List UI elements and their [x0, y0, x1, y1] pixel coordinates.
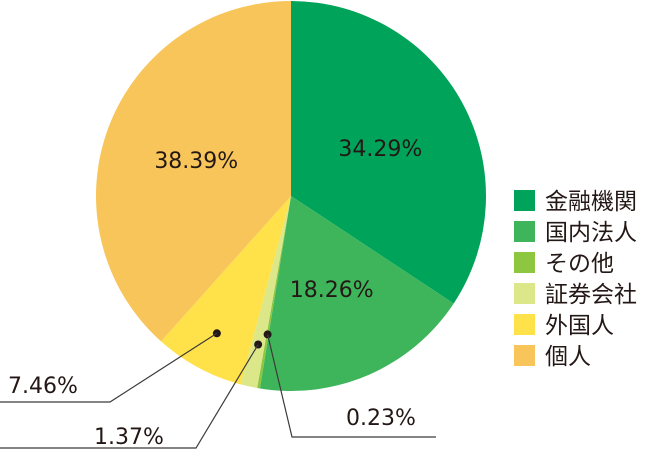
legend-swatch-3: [514, 283, 535, 304]
legend-swatch-1: [514, 221, 535, 242]
legend-label-0: 金融機関: [545, 189, 637, 215]
legend-label-4: 外国人: [545, 313, 614, 339]
leader-line-3: [0, 344, 259, 449]
leader-lines: [0, 329, 436, 449]
slice-label-1: 18.26%: [290, 278, 374, 303]
legend-label-3: 証券会社: [545, 282, 637, 308]
pie-slice-5: [95, 1, 291, 342]
legend-label-2: その他: [545, 251, 614, 277]
pie-slice-2: [257, 196, 291, 389]
legend-label-5: 個人: [545, 344, 591, 370]
slice-label-3: 1.37%: [94, 425, 164, 450]
pie-slice-3: [240, 196, 291, 389]
legend-swatch-5: [514, 345, 535, 366]
slice-label-2: 0.23%: [346, 406, 416, 431]
pie-slice-1: [259, 196, 454, 391]
legend-swatch-2: [514, 252, 535, 273]
legend-swatch-0: [514, 190, 535, 211]
slice-label-4: 7.46%: [8, 374, 78, 399]
leader-line-2: [267, 334, 436, 438]
slice-label-5: 38.39%: [154, 149, 238, 174]
slice-label-0: 34.29%: [338, 137, 422, 162]
pie-slices: [95, 1, 486, 391]
leader-line-4: [0, 332, 218, 403]
legend-swatch-4: [514, 314, 535, 335]
pie-slice-4: [161, 196, 291, 385]
legend-label-1: 国内法人: [545, 220, 637, 246]
slice-labels: 34.29% 18.26% 0.23% 1.37% 7.46% 38.39%: [8, 137, 422, 450]
pie-slice-0: [291, 1, 486, 304]
